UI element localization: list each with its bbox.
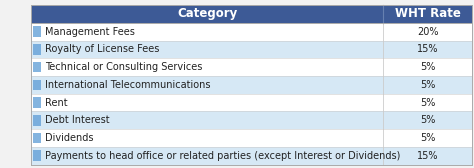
- Text: 15%: 15%: [417, 151, 438, 161]
- Bar: [31, 76, 472, 94]
- Text: Payments to head office or related parties (except Interest or Dividends): Payments to head office or related parti…: [45, 151, 401, 161]
- Text: 5%: 5%: [420, 62, 435, 72]
- Bar: [33, 97, 41, 108]
- Bar: [31, 5, 472, 23]
- Bar: [33, 62, 41, 72]
- Text: WHT Rate: WHT Rate: [395, 7, 460, 20]
- Bar: [33, 44, 41, 55]
- Bar: [31, 129, 472, 147]
- Bar: [31, 40, 472, 58]
- Text: 5%: 5%: [420, 98, 435, 108]
- Bar: [33, 115, 41, 126]
- Text: 5%: 5%: [420, 80, 435, 90]
- Bar: [33, 151, 41, 161]
- Bar: [31, 23, 472, 40]
- Bar: [33, 79, 41, 90]
- Text: 5%: 5%: [420, 133, 435, 143]
- Text: 20%: 20%: [417, 27, 438, 37]
- Text: 15%: 15%: [417, 44, 438, 54]
- Text: Dividends: Dividends: [45, 133, 93, 143]
- Text: Debt Interest: Debt Interest: [45, 115, 109, 125]
- Text: Royalty of License Fees: Royalty of License Fees: [45, 44, 159, 54]
- Text: Rent: Rent: [45, 98, 68, 108]
- Text: 5%: 5%: [420, 115, 435, 125]
- Bar: [31, 111, 472, 129]
- Text: Management Fees: Management Fees: [45, 27, 135, 37]
- Bar: [33, 26, 41, 37]
- Bar: [31, 147, 472, 165]
- Bar: [31, 58, 472, 76]
- Text: Technical or Consulting Services: Technical or Consulting Services: [45, 62, 202, 72]
- Text: International Telecommunications: International Telecommunications: [45, 80, 210, 90]
- Bar: [31, 94, 472, 111]
- Text: Category: Category: [177, 7, 237, 20]
- Bar: [33, 133, 41, 143]
